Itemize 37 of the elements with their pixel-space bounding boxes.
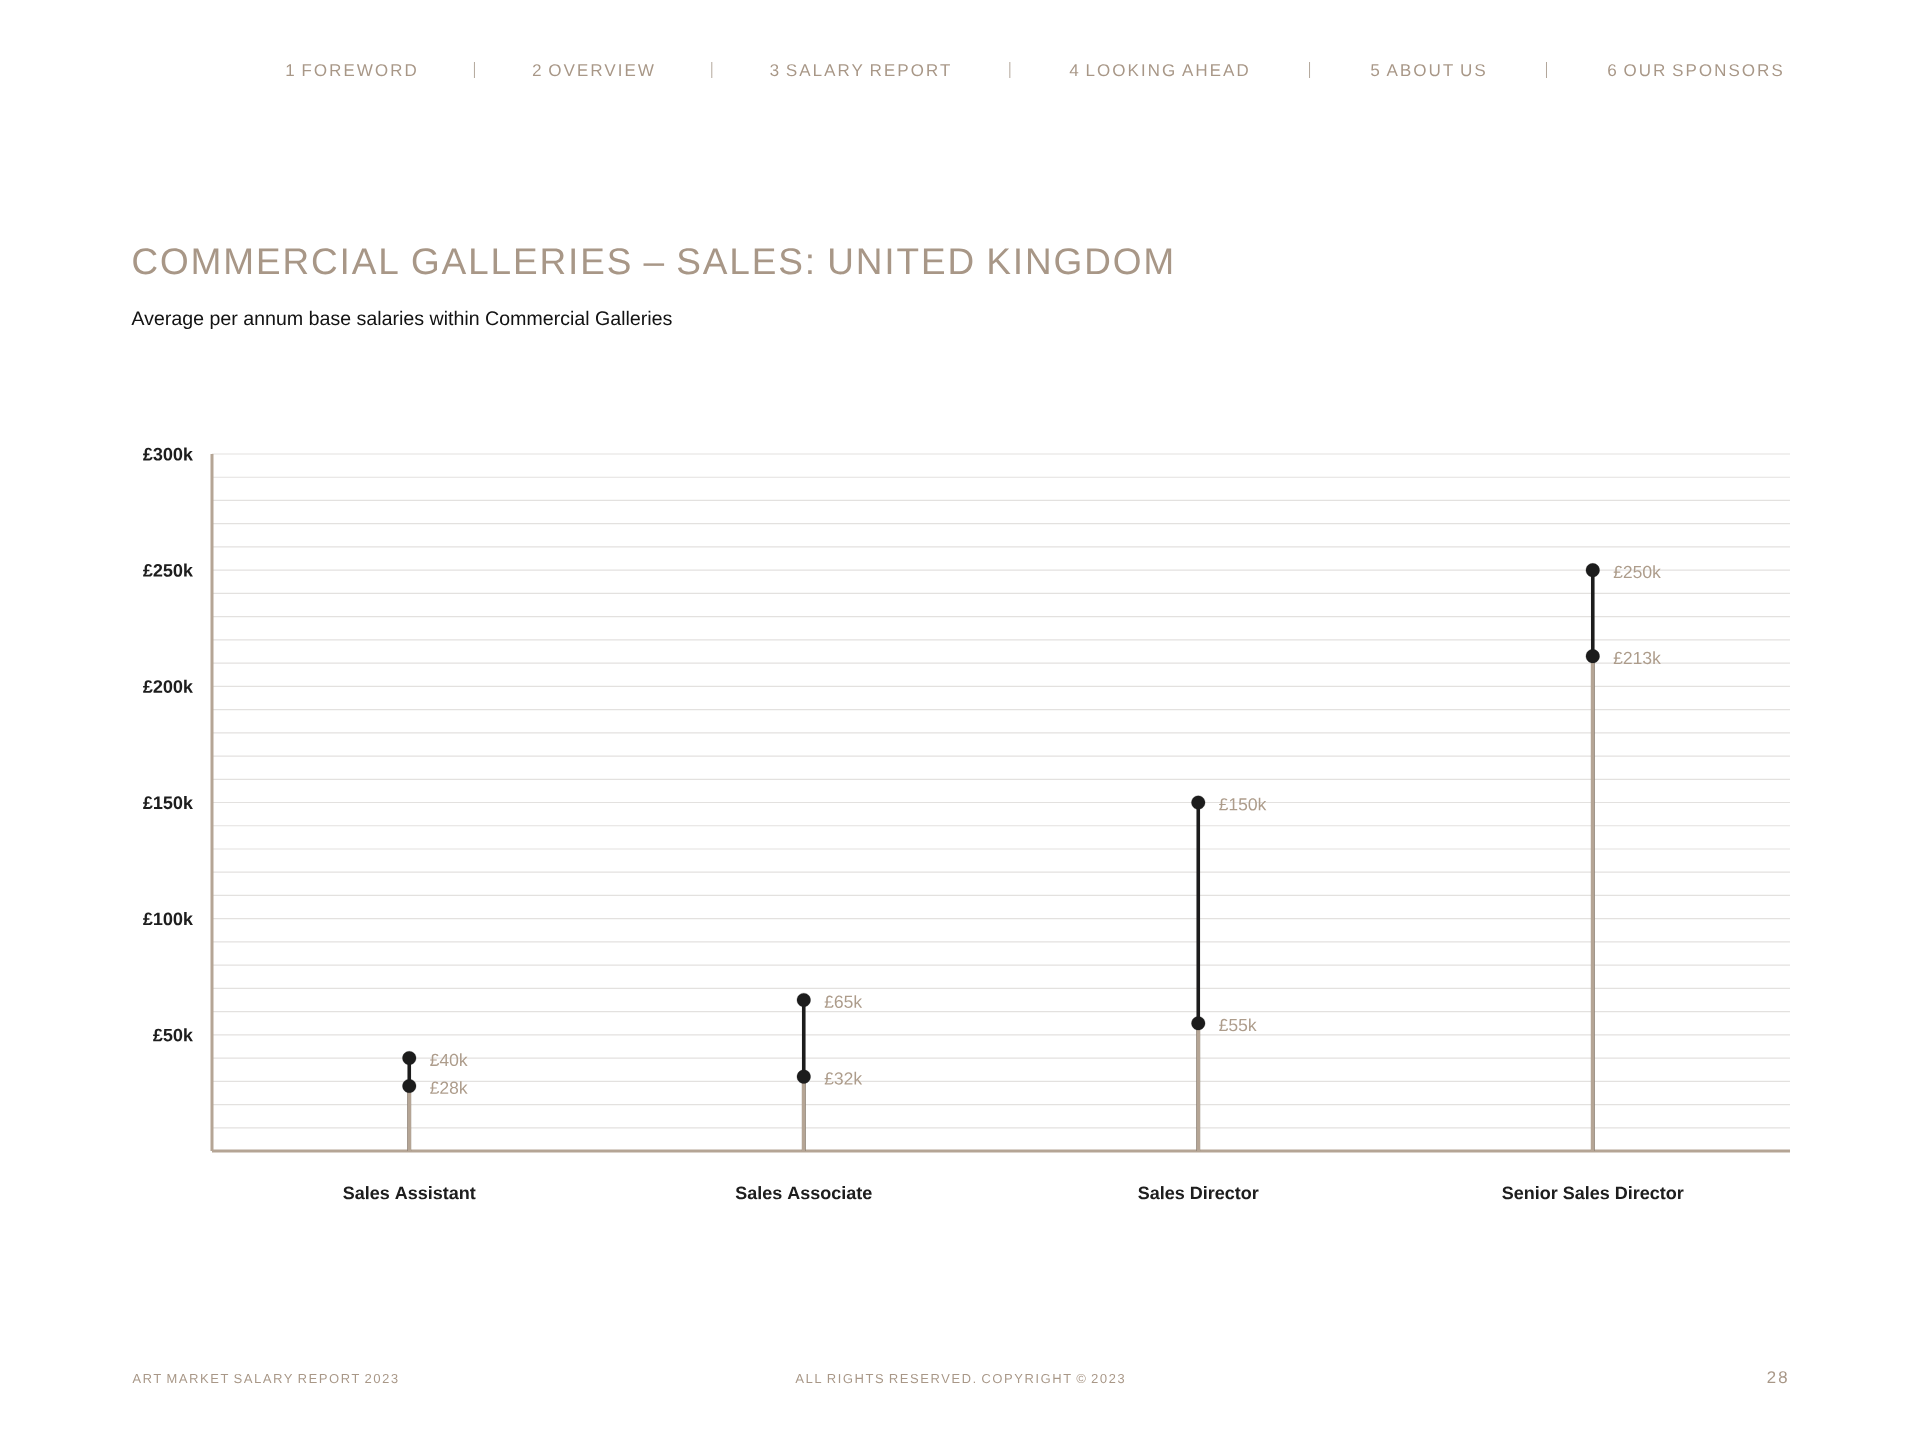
point [1585,563,1600,578]
text: 3 SALARY REPORT [770,64,950,77]
text: 28 [1767,1371,1787,1384]
x-tick-label: Sales Director [1138,1186,1259,1200]
point [796,993,811,1007]
point [402,1051,417,1065]
point [1191,1016,1206,1031]
chart-subtitle: Average per annum base salaries within Commercial Galleries [131,310,672,330]
y-tick-label: £100k [143,912,193,926]
data-label: £32k [824,1071,863,1085]
point [1585,649,1600,664]
y-tick-label: £300k [143,447,193,461]
x-tick-label: Senior Sales Director [1502,1186,1684,1200]
y-tick-label: £200k [143,679,193,693]
data-label: £213k [1613,651,1661,665]
data-label: £40k [430,1053,468,1067]
data-label: £28k [430,1081,468,1094]
y-tick-label: £150k [143,795,193,810]
y-tick-label: £250k [143,563,193,577]
text: 5 ABOUT US [1371,64,1485,77]
data-label: £65k [824,995,863,1009]
chart-title: COMMERCIAL GALLERIES – SALES: UNITED KINGDOM [133,248,1172,275]
y-tick-label: £50k [153,1028,193,1042]
data-label: £150k [1219,797,1267,811]
data-label: £250k [1613,565,1661,579]
point [402,1079,417,1093]
text: 4 LOOKING AHEAD [1069,64,1248,77]
text: 6 OUR SPONSORS [1608,64,1782,77]
text: ART MARKET SALARY REPORT 2023 [132,1373,398,1384]
text: 1 FOREWORD [286,64,416,77]
point [796,1069,811,1084]
text: 2 OVERVIEW [532,64,654,77]
text: ALL RIGHTS RESERVED. COPYRIGHT © 2023 [795,1373,1125,1384]
x-tick-label: Sales Assistant [343,1186,476,1200]
data-label: £55k [1219,1018,1257,1032]
point [1191,795,1206,810]
x-tick-label: Sales Associate [735,1186,872,1200]
